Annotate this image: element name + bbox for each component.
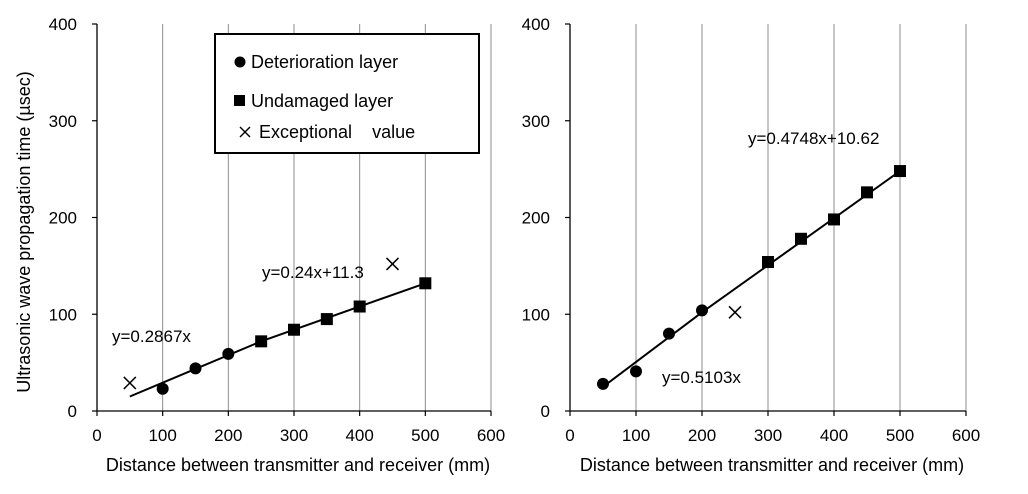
- y-tick-label: 100: [522, 305, 550, 324]
- trend-equation-label: y=0.24x+11.3: [262, 263, 364, 282]
- deterioration-point: [696, 304, 708, 317]
- y-tick-label: 400: [522, 15, 550, 34]
- legend-box: [214, 33, 480, 154]
- y-tick-label: 0: [68, 402, 77, 421]
- x-axis-title: Distance between transmitter and receive…: [580, 455, 964, 475]
- legend-square-marker: [234, 95, 245, 106]
- deterioration-point: [189, 362, 202, 375]
- legend-exceptional-label: Exceptional value: [259, 122, 415, 142]
- exceptional-point: [385, 257, 400, 271]
- legend-deterioration-label: Deterioration layer: [251, 52, 398, 72]
- trend-line: [260, 282, 426, 343]
- undamaged-point: [353, 300, 366, 313]
- trend-equation-label: y=0.4748x+10.62: [748, 129, 879, 148]
- x-tick-label: 600: [952, 426, 980, 445]
- deterioration-point: [630, 365, 642, 378]
- y-tick-label: 300: [522, 112, 550, 131]
- legend: Deterioration layer Undamaged layer Exce…: [214, 33, 480, 154]
- y-tick-label: 300: [49, 112, 77, 131]
- x-tick-label: 0: [92, 426, 101, 445]
- x-tick-label: 200: [214, 426, 242, 445]
- x-tick-label: 0: [565, 426, 574, 445]
- x-tick-label: 500: [886, 426, 914, 445]
- undamaged-point: [320, 313, 333, 326]
- x-tick-label: 400: [820, 426, 848, 445]
- legend-circle-marker: [234, 56, 246, 68]
- exceptional-point: [728, 305, 742, 319]
- undamaged-point: [419, 277, 432, 290]
- trend-equation-label: y=0.2867x: [112, 327, 191, 346]
- y-tick-label: 100: [49, 305, 77, 324]
- x-tick-label: 500: [411, 426, 439, 445]
- x-tick-label: 300: [280, 426, 308, 445]
- undamaged-point: [795, 232, 807, 245]
- trend-line: [602, 311, 703, 388]
- undamaged-point: [861, 186, 873, 199]
- x-tick-label: 100: [148, 426, 176, 445]
- x-tick-label: 200: [688, 426, 716, 445]
- trend-equation-label: y=0.5103x: [662, 368, 741, 387]
- deterioration-point: [222, 347, 235, 360]
- undamaged-point: [828, 213, 840, 226]
- y-tick-label: 0: [541, 402, 550, 421]
- deterioration-point: [156, 382, 169, 395]
- undamaged-point: [762, 256, 774, 269]
- legend-x-marker: [239, 126, 251, 138]
- y-tick-label: 200: [522, 209, 550, 228]
- x-axis-title: Distance between transmitter and receive…: [106, 455, 490, 475]
- legend-undamaged-label: Undamaged layer: [251, 91, 393, 111]
- y-tick-label: 400: [49, 15, 77, 34]
- x-tick-label: 600: [477, 426, 505, 445]
- x-tick-label: 300: [754, 426, 782, 445]
- undamaged-point: [255, 335, 268, 348]
- y-tick-label: 200: [49, 209, 77, 228]
- exceptional-point: [123, 376, 137, 390]
- undamaged-point: [288, 323, 300, 336]
- undamaged-point: [894, 165, 906, 178]
- x-tick-label: 400: [345, 426, 373, 445]
- x-tick-label: 100: [622, 426, 650, 445]
- y-axis-title: Ultrasonic wave propagation time (µsec): [14, 71, 34, 393]
- deterioration-point: [663, 327, 675, 340]
- deterioration-point: [597, 377, 609, 390]
